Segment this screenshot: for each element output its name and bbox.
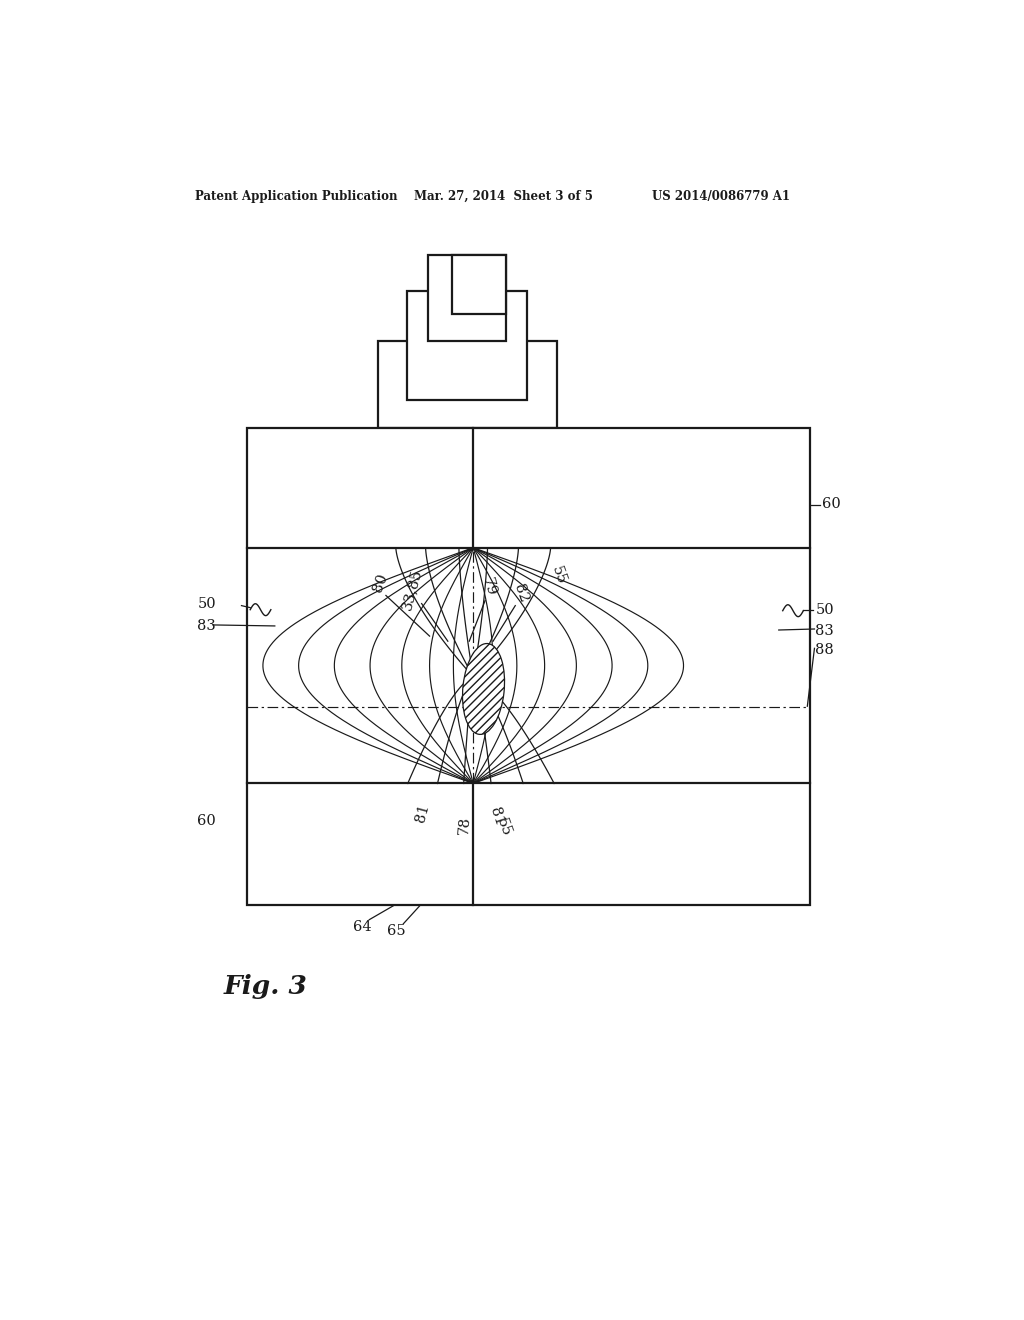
Text: US 2014/0086779 A1: US 2014/0086779 A1 (652, 190, 790, 202)
Text: 80: 80 (371, 572, 390, 594)
Bar (378, 342, 557, 428)
Text: 79: 79 (480, 577, 499, 598)
Bar (452, 255, 506, 314)
Text: 33,85: 33,85 (400, 568, 424, 611)
Text: Patent Application Publication: Patent Application Publication (196, 190, 398, 202)
Text: 88: 88 (815, 643, 834, 657)
Text: 65: 65 (387, 924, 406, 939)
Text: 50: 50 (815, 603, 834, 616)
Text: Fig. 3: Fig. 3 (223, 974, 307, 999)
Text: 81: 81 (414, 803, 431, 824)
Text: 55: 55 (494, 816, 513, 838)
Text: 50: 50 (198, 597, 216, 611)
Text: 55: 55 (549, 564, 568, 586)
Bar (428, 255, 506, 342)
Text: 81: 81 (486, 807, 506, 828)
Text: 83: 83 (197, 619, 216, 634)
Text: 60: 60 (822, 496, 841, 511)
Text: Mar. 27, 2014  Sheet 3 of 5: Mar. 27, 2014 Sheet 3 of 5 (414, 190, 593, 202)
Ellipse shape (463, 644, 505, 734)
Text: 82: 82 (511, 582, 530, 605)
Text: 83: 83 (815, 624, 834, 638)
Bar (247, 784, 811, 906)
Text: 78: 78 (457, 816, 472, 836)
Text: 60: 60 (197, 814, 216, 828)
Text: 64: 64 (353, 920, 372, 933)
Bar (408, 290, 527, 400)
Bar (247, 428, 811, 548)
